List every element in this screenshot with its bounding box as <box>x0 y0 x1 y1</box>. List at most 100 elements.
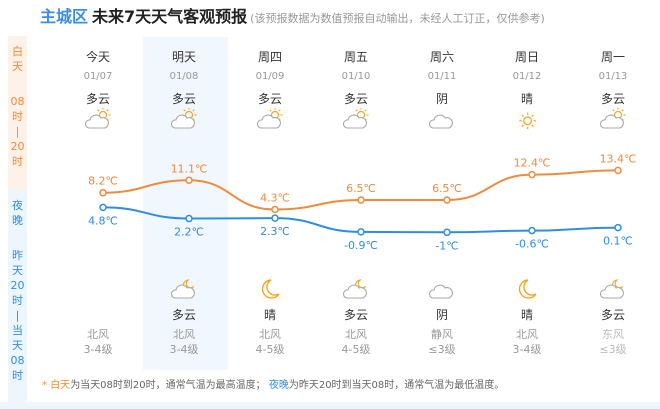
footnote: * 白天为当天08时到20时，通常气温为最高温度； 夜晚为昨天20时到当天08时… <box>42 380 505 391</box>
high-temp-label: 6.5℃ <box>432 182 462 195</box>
night-weather: 多云 <box>171 308 196 322</box>
city-name: 主城区 <box>40 7 89 26</box>
side-char: 天 <box>12 264 23 277</box>
sun-icon <box>484 108 570 132</box>
low-temp-label: -0.6℃ <box>515 238 549 251</box>
wind-level: 4-5级 <box>255 343 285 356</box>
day-weather: 阴 <box>435 92 448 106</box>
wind-level: 3-4级 <box>83 343 113 356</box>
cloud-icon <box>399 278 485 302</box>
day-name: 周一 <box>600 50 625 64</box>
high-temp-label: 11.1℃ <box>171 162 208 175</box>
day-date: 01/12 <box>512 71 542 82</box>
side-char: 08 <box>10 354 25 367</box>
side-char: 昨 <box>12 249 23 262</box>
wind-info: 北风 3-4级 <box>484 327 570 357</box>
high-temp-point <box>443 196 451 204</box>
side-char: 天 <box>12 60 23 73</box>
day-name: 周四 <box>257 50 282 64</box>
day-date: 01/08 <box>169 71 199 82</box>
wind-level: 4-5级 <box>341 343 371 356</box>
side-char: 夜 <box>12 199 23 212</box>
footnote-day: 白天 <box>50 380 71 391</box>
side-char: 当 <box>12 324 23 337</box>
side-char: | <box>15 309 20 322</box>
side-char: 时 <box>12 110 23 123</box>
wind-level: ≤3级 <box>428 343 456 356</box>
low-temp-point <box>99 203 107 212</box>
low-temp-label: 2.2℃ <box>174 226 204 239</box>
day-date: 01/11 <box>427 71 457 82</box>
high-temp-label: 8.2℃ <box>88 175 118 188</box>
moon-icon <box>227 278 313 302</box>
daytime-label: 白天 08 时 | 20 时 <box>8 36 27 198</box>
partly-cloudy-night-icon <box>313 278 399 302</box>
partly-cloudy-icon <box>141 107 227 132</box>
night-weather: 多云 <box>343 308 368 322</box>
high-temp-label: 13.4℃ <box>600 152 637 165</box>
low-temp-label: -1℃ <box>435 239 458 252</box>
day-weather: 晴 <box>520 92 533 106</box>
forecast-note: (该预报数据为数值预报自动输出，未经人工订正，仅供参考) <box>250 12 545 25</box>
wind-direction: 东风 <box>602 328 624 341</box>
day-name: 明天 <box>171 50 196 64</box>
day-name: 周日 <box>514 50 539 64</box>
moon-icon <box>484 278 570 302</box>
side-char: 天 <box>12 339 23 352</box>
wind-direction: 北风 <box>516 328 538 341</box>
day-date: 01/09 <box>255 71 285 82</box>
wind-direction: 北风 <box>87 328 109 341</box>
low-temp-label: 0.1℃ <box>603 235 633 248</box>
night-weather: 晴 <box>520 308 533 322</box>
day-weather: 多云 <box>600 92 625 106</box>
side-char: 20 <box>10 279 25 292</box>
side-char: 08 <box>10 95 25 108</box>
high-temp-label: 12.4℃ <box>514 157 551 170</box>
side-char: 20 <box>10 140 25 153</box>
partly-cloudy-icon <box>313 107 399 132</box>
low-temp-point <box>271 214 279 222</box>
cloud-icon <box>399 108 485 132</box>
side-char: 晚 <box>12 214 23 227</box>
low-temp-point <box>357 228 365 236</box>
bottom-bar <box>0 402 660 409</box>
high-temp-point <box>99 188 107 197</box>
wind-level: 3-4级 <box>512 343 542 356</box>
tomorrow-highlight <box>143 37 228 370</box>
day-name: 周五 <box>343 50 368 64</box>
wind-direction: 静风 <box>431 328 453 341</box>
side-char: | <box>15 125 20 138</box>
low-temp-point <box>614 223 622 232</box>
high-temp-point <box>528 170 536 179</box>
partly-cloudy-night-icon <box>570 278 656 302</box>
side-char: 时 <box>12 155 23 168</box>
low-temp-point <box>185 214 193 223</box>
high-temp-point <box>357 196 365 204</box>
wind-info: 北风 3-4级 <box>141 327 227 357</box>
wind-info: 北风 4-5级 <box>227 327 313 357</box>
wind-level: 3-4级 <box>169 343 199 356</box>
forecast-title: 未来7天天气客观预报 <box>92 7 248 26</box>
low-temp-label: 4.8℃ <box>88 214 118 227</box>
night-weather: 晴 <box>263 308 276 322</box>
wind-direction: 北风 <box>345 328 367 341</box>
side-char: 时 <box>12 294 23 307</box>
high-temp-point <box>185 176 193 185</box>
wind-info: 北风 4-5级 <box>313 327 399 357</box>
wind-direction: 北风 <box>259 328 281 341</box>
footnote-night: 夜晚 <box>268 380 289 391</box>
day-name: 今天 <box>85 50 110 64</box>
low-temp-point <box>443 228 451 237</box>
day-weather: 多云 <box>171 92 196 106</box>
night-weather: 多云 <box>600 308 625 322</box>
wind-info: 北风 3-4级 <box>55 327 141 357</box>
day-date: 01/10 <box>341 71 371 82</box>
wind-info: 静风 ≤3级 <box>399 327 485 357</box>
low-temp-label: -0.9℃ <box>344 239 378 252</box>
low-temp-point <box>528 226 536 235</box>
day-weather: 多云 <box>257 92 282 106</box>
side-char: 白 <box>12 45 23 58</box>
wind-direction: 北风 <box>173 328 195 341</box>
high-temp-point <box>271 205 279 214</box>
